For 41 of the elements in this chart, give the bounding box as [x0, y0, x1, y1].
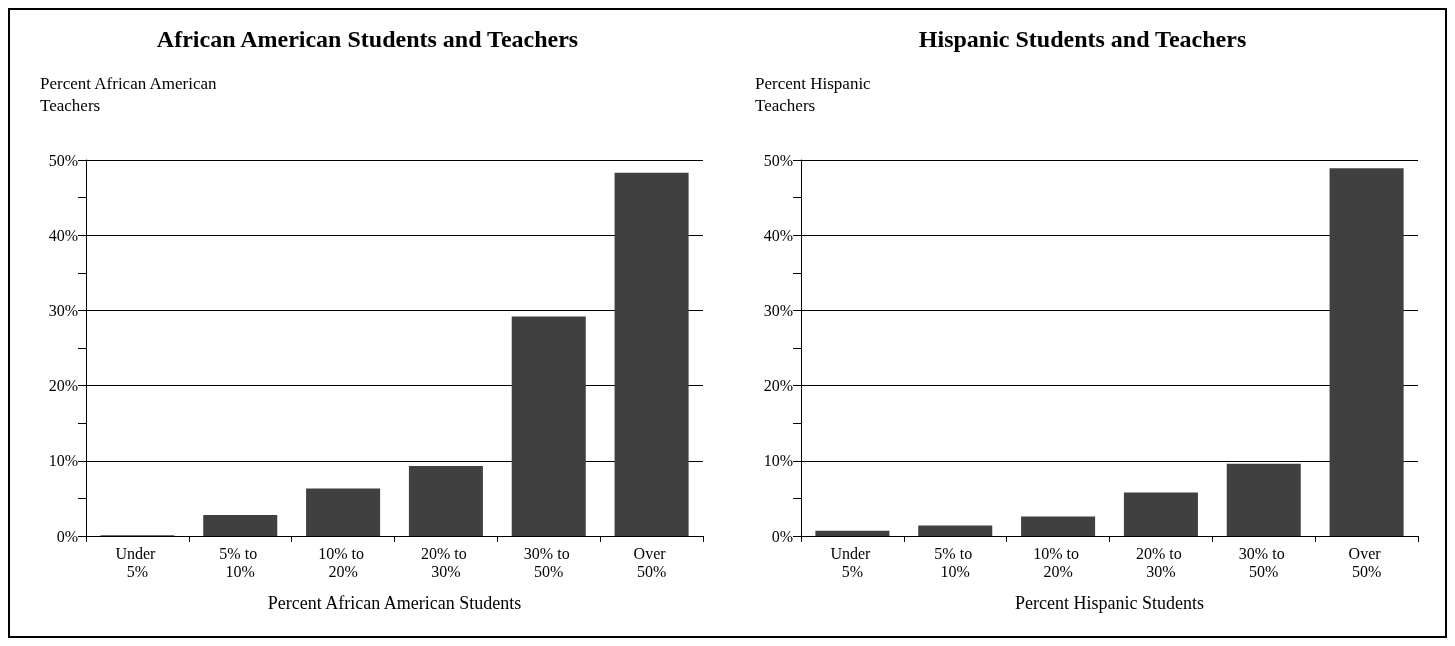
- y-tick-label: 30%: [763, 301, 793, 319]
- x-tick-label: 20% to 30%: [421, 544, 471, 580]
- x-tick-label: 30% to 50%: [523, 544, 574, 580]
- x-tick-label: 5% to 10%: [219, 544, 262, 580]
- bar: [1123, 492, 1198, 536]
- bar: [1329, 168, 1404, 536]
- bar: [1226, 463, 1301, 536]
- y-tick-label: 20%: [763, 377, 793, 395]
- bar: [306, 488, 381, 536]
- bar: [511, 316, 586, 536]
- y-tick-label: 50%: [763, 151, 793, 169]
- x-axis-title: Percent Hispanic Students: [1015, 593, 1204, 613]
- x-tick-label: Under 5%: [115, 544, 160, 580]
- x-axis-title: Percent African American Students: [267, 593, 522, 613]
- bar: [815, 530, 890, 536]
- y-axis-title: Percent African American Teachers: [40, 73, 218, 115]
- x-tick-label: 10% to 20%: [318, 544, 368, 580]
- x-tick-label: 10% to 20%: [1033, 544, 1083, 580]
- y-tick-label: 40%: [48, 226, 78, 244]
- x-tick-label: Over 50%: [633, 544, 670, 580]
- y-tick-label: 10%: [763, 452, 793, 470]
- bar: [918, 525, 993, 536]
- y-tick-label: 0%: [771, 527, 793, 545]
- chart-title: Hispanic Students and Teachers: [918, 26, 1247, 52]
- y-tick-label: 20%: [48, 377, 78, 395]
- y-tick-label: 10%: [48, 452, 78, 470]
- bar: [614, 172, 689, 536]
- y-tick-label: 50%: [48, 151, 78, 169]
- x-tick-label: 5% to 10%: [934, 544, 977, 580]
- chart-title: African American Students and Teachers: [156, 26, 579, 52]
- x-tick-label: 20% to 30%: [1136, 544, 1186, 580]
- bar: [1021, 516, 1096, 536]
- y-tick-label: 0%: [56, 527, 78, 545]
- x-tick-label: Under 5%: [830, 544, 875, 580]
- bar: [408, 466, 483, 536]
- y-tick-label: 30%: [48, 301, 78, 319]
- y-tick-label: 40%: [763, 226, 793, 244]
- bar: [203, 514, 278, 536]
- x-tick-label: 30% to 50%: [1238, 544, 1289, 580]
- x-tick-label: Over 50%: [1348, 544, 1385, 580]
- y-axis-title: Percent Hispanic Teachers: [755, 73, 872, 115]
